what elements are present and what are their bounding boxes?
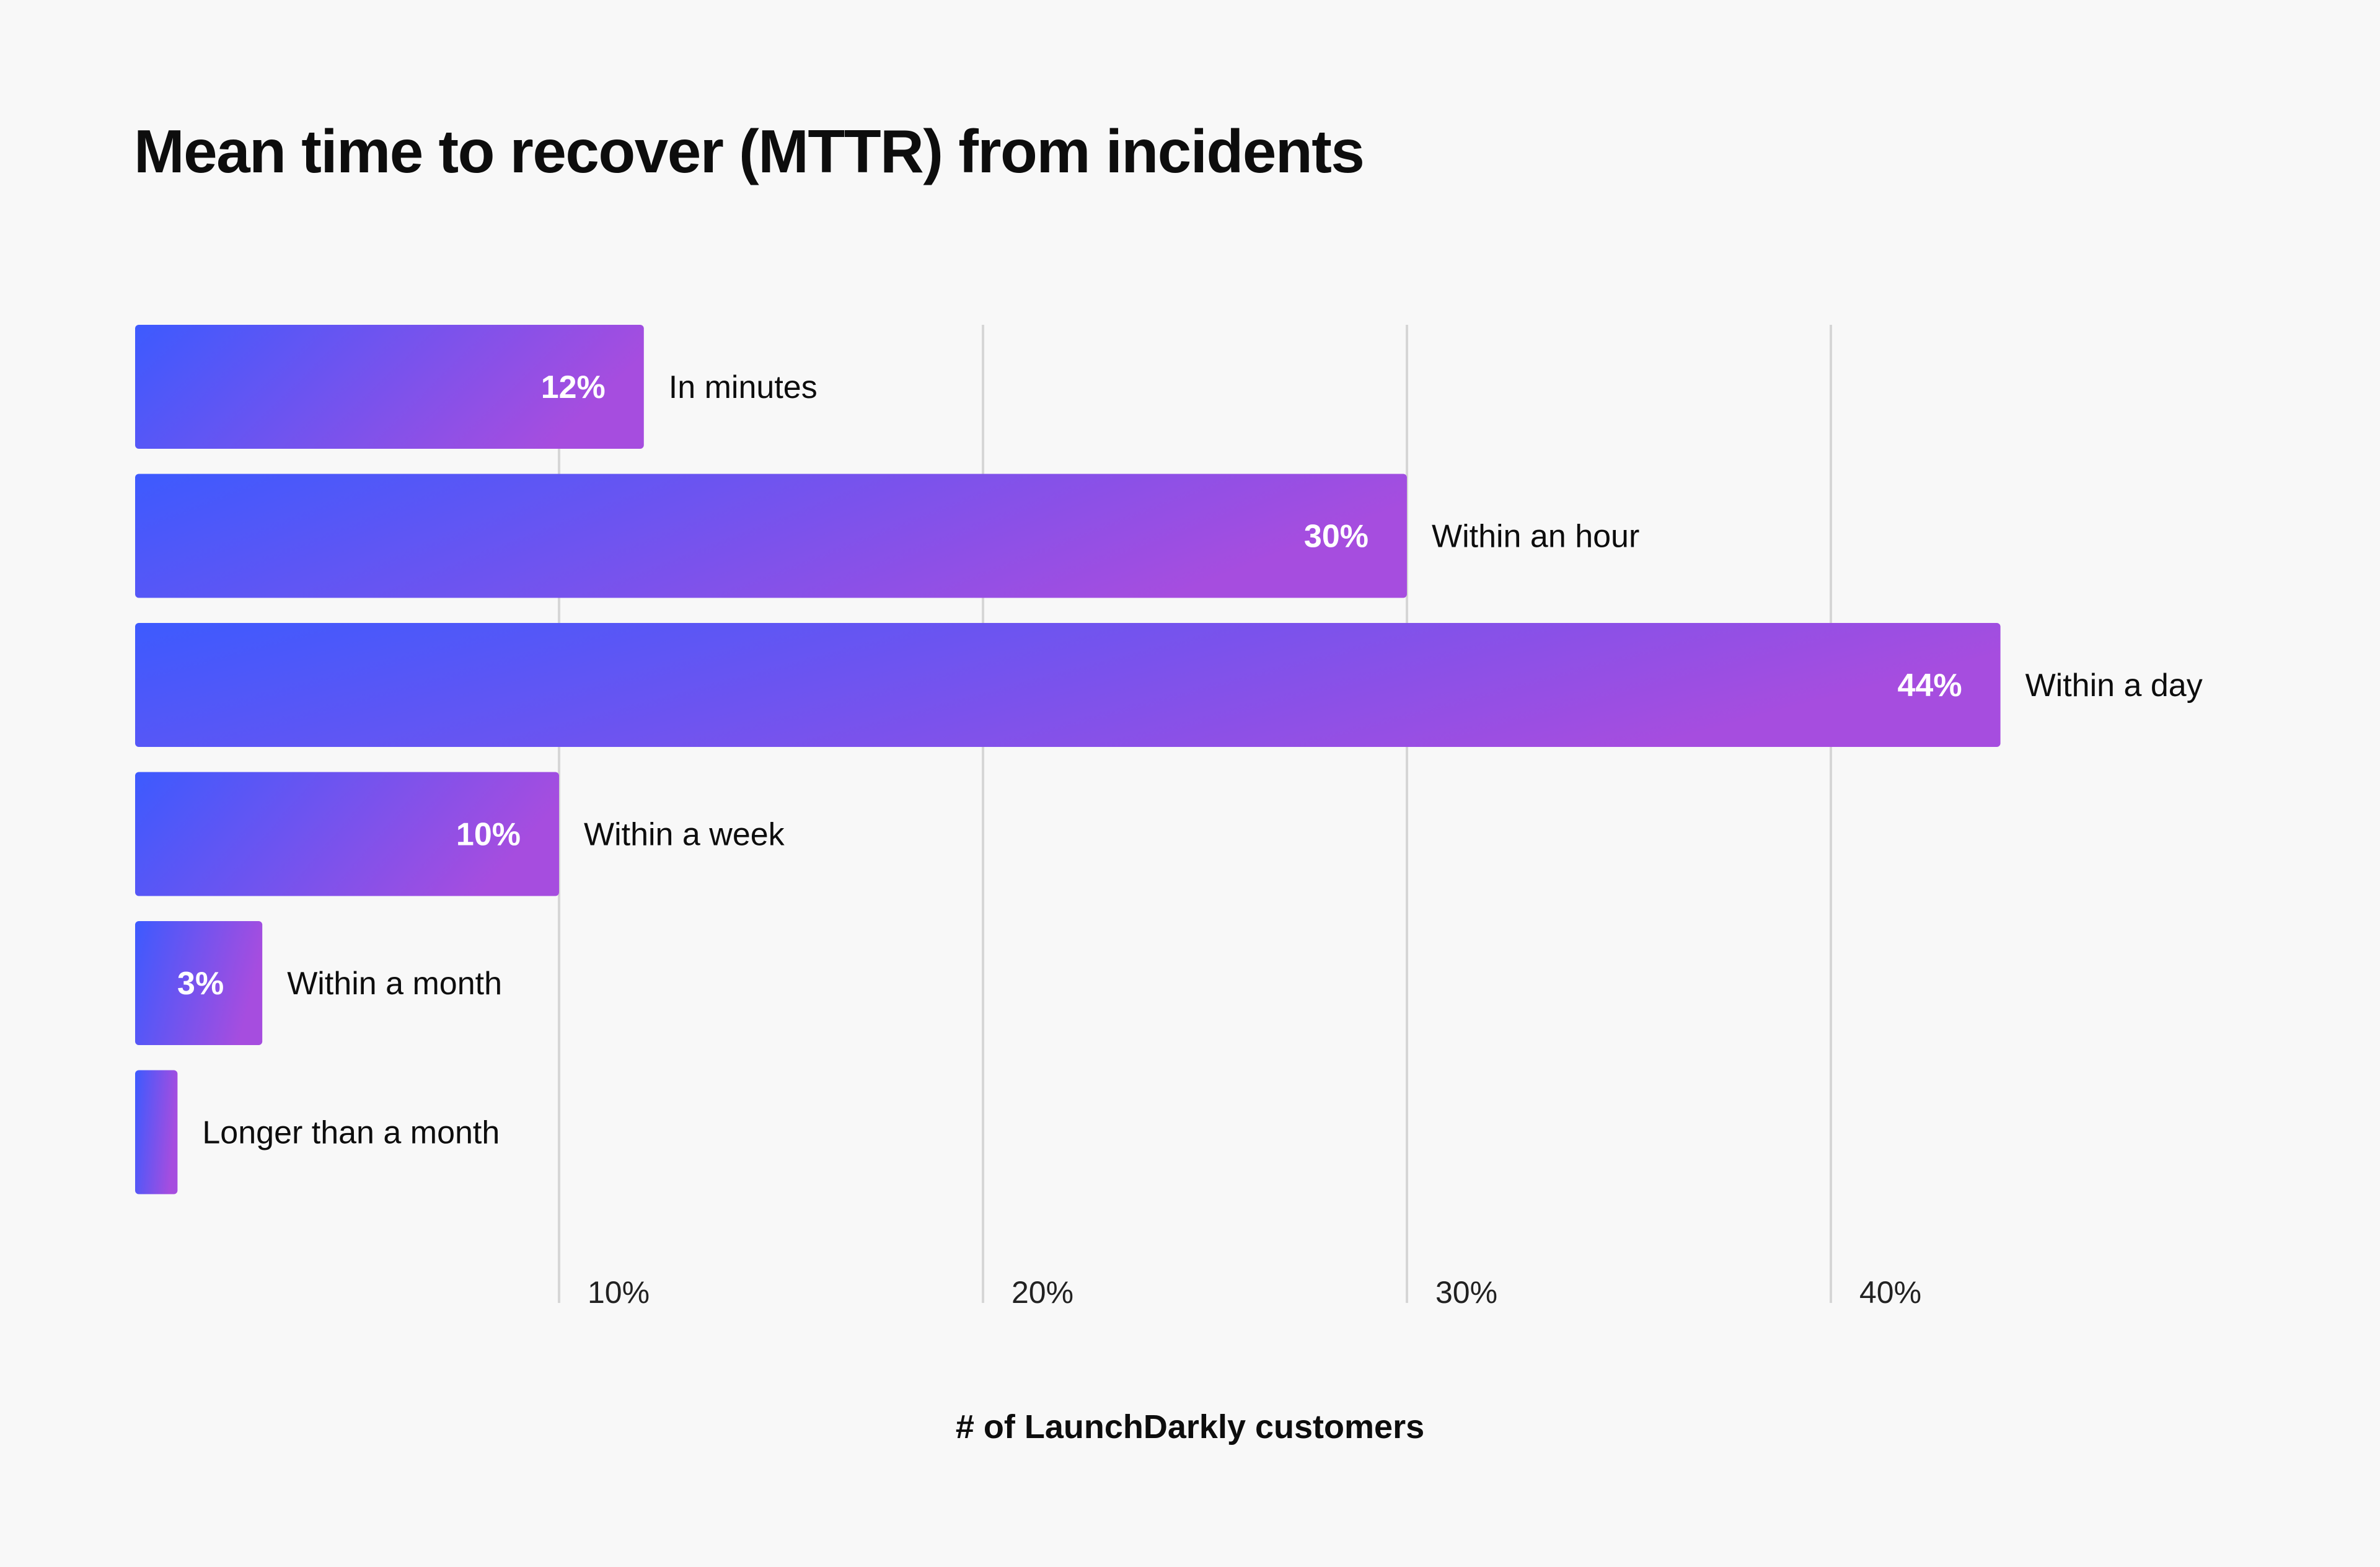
- bar: [135, 474, 1407, 598]
- x-tick-label: 40%: [1859, 1275, 1921, 1310]
- bar-group: Longer than a month: [135, 1070, 500, 1194]
- bar: [135, 772, 559, 896]
- x-tick-label: 30%: [1435, 1275, 1497, 1310]
- bar-category-label: Within a month: [287, 966, 502, 1002]
- grid-lines: [558, 325, 1832, 1303]
- chart-title: Mean time to recover (MTTR) from inciden…: [134, 117, 1365, 185]
- x-axis-ticks: 10% 20% 30% 40%: [588, 1275, 1921, 1310]
- bar: [135, 1070, 178, 1194]
- bar-value-label: 3%: [177, 966, 224, 1002]
- x-axis-label: # of LaunchDarkly customers: [956, 1408, 1424, 1446]
- bar-group: 30% Within an hour: [135, 474, 1639, 598]
- bar-value-label: 30%: [1304, 519, 1368, 555]
- bar-group: 12% In minutes: [135, 325, 818, 449]
- bar-value-label: 44%: [1898, 668, 1962, 704]
- bar-group: 10% Within a week: [135, 772, 785, 896]
- bar-value-label: 10%: [456, 817, 521, 853]
- x-tick-label: 10%: [588, 1275, 650, 1310]
- bar-category-label: Within a week: [584, 817, 785, 853]
- x-tick-label: 20%: [1011, 1275, 1073, 1310]
- bar-value-label: 12%: [541, 369, 606, 405]
- bar: [135, 325, 644, 449]
- bar-category-label: Within a day: [2025, 668, 2203, 704]
- bar-group: 44% Within a day: [135, 623, 2203, 747]
- bar: [135, 623, 2001, 747]
- bars: 12% In minutes 30% Within an hour 44% Within …: [135, 325, 2203, 1194]
- bar-category-label: Within an hour: [1432, 519, 1639, 555]
- bar: [135, 921, 263, 1045]
- bar-category-label: In minutes: [669, 369, 818, 405]
- bar-group: 3% Within a month: [135, 921, 502, 1045]
- bar-category-label: Longer than a month: [202, 1115, 500, 1151]
